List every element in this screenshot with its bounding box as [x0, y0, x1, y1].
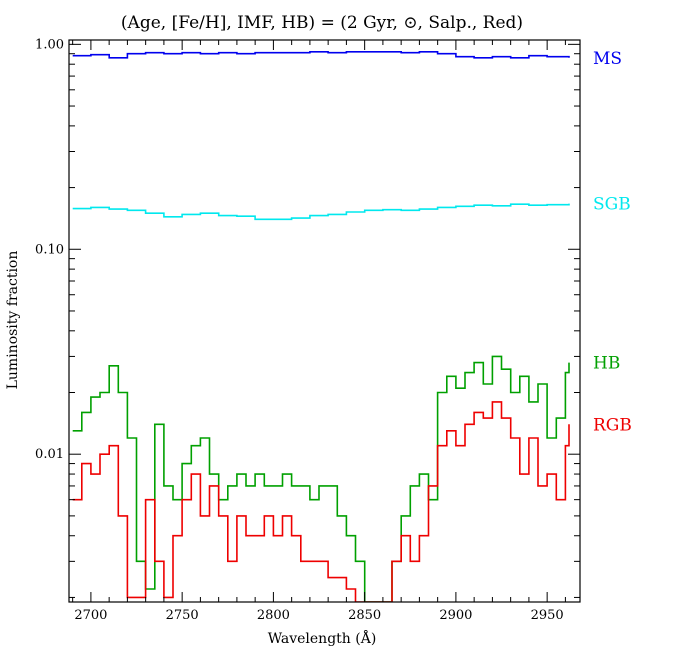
plot-area: MS SGB HB RGB 2700 2750 2800 2850 2900 2950 0.01 0…: [35, 37, 632, 623]
series-label-ms: MS: [593, 49, 622, 69]
y-tick-label: 1.00: [35, 37, 64, 52]
series-line-hb: [72, 355, 570, 602]
tick-layer: 2700 2750 2800 2850 2900 2950 0.01 0.10 1.00: [35, 37, 580, 623]
x-tick-label: 2700: [74, 608, 107, 623]
x-tick-label: 2850: [348, 608, 381, 623]
series-layer: [72, 51, 570, 602]
x-axis-label: Wavelength (Å): [268, 629, 377, 647]
series-label-hb: HB: [593, 354, 620, 374]
series-line-ms: [72, 51, 570, 59]
chart-title: (Age, [Fe/H], IMF, HB) = (2 Gyr, ⊙, Salp…: [121, 13, 523, 33]
y-tick-label: 0.01: [35, 447, 64, 462]
series-label-layer: MS SGB HB RGB: [593, 49, 632, 435]
series-label-rgb: RGB: [593, 415, 632, 435]
x-tick-label: 2750: [166, 608, 199, 623]
plot-frame: [68, 39, 581, 603]
series-label-sgb: SGB: [593, 195, 631, 215]
x-tick-label: 2950: [531, 608, 564, 623]
x-tick-label: 2900: [439, 608, 472, 623]
y-axis-label: Luminosity fraction: [5, 251, 21, 390]
x-tick-label: 2800: [257, 608, 290, 623]
series-line-sgb: [72, 203, 570, 221]
series-line-rgb: [72, 401, 570, 602]
y-tick-label: 0.10: [35, 242, 64, 257]
